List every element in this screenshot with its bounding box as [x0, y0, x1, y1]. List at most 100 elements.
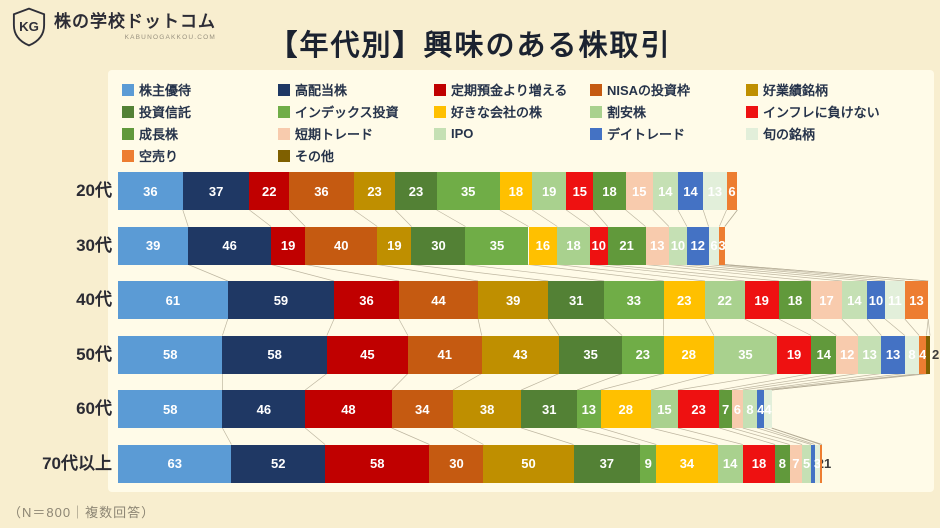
- segment-value: 39: [145, 238, 161, 253]
- bar-segment: 37: [182, 172, 250, 210]
- bar-segment: 23: [353, 172, 396, 210]
- bar-segment: 6: [731, 390, 743, 428]
- segment-value: 14: [683, 183, 698, 199]
- segment-value: 35: [583, 347, 598, 362]
- series-line: [771, 427, 821, 445]
- bar-segment: 12: [836, 335, 858, 374]
- series-line: [652, 209, 670, 227]
- legend-swatch-icon: [278, 149, 290, 162]
- segment-value: 6: [728, 183, 736, 199]
- bar-segment: 58: [222, 335, 327, 374]
- bar-segment: 4: [764, 390, 772, 428]
- bar-segment: 40: [305, 226, 378, 265]
- bar-segment: 30: [411, 226, 466, 265]
- bar-segment: 38: [452, 390, 522, 428]
- segment-value: 58: [370, 456, 385, 471]
- bar-segment: 6: [726, 172, 738, 210]
- bar-segment: 59: [227, 281, 335, 319]
- series-line: [757, 373, 882, 391]
- logo-shield-icon: KG: [12, 7, 46, 47]
- segment-value: 22: [717, 292, 732, 308]
- bar-segment: 23: [663, 281, 705, 319]
- series-line: [668, 264, 842, 282]
- segment-value: 19: [754, 292, 769, 308]
- series-line: [398, 318, 409, 336]
- segment-value: 33: [626, 292, 642, 308]
- segment-value: 9: [644, 456, 652, 471]
- legend-swatch-icon: [278, 127, 290, 140]
- bar-segment: 3: [814, 444, 821, 483]
- series-line: [719, 264, 905, 282]
- series-line: [866, 318, 882, 336]
- segment-value: 35: [489, 238, 505, 253]
- segment-value: 23: [408, 183, 424, 199]
- segment-value: 10: [670, 238, 686, 253]
- segment-value: 6: [733, 401, 741, 417]
- bar-segment: 18: [499, 172, 533, 210]
- brand-name: 株の学校ドットコム: [54, 12, 216, 31]
- segment-value: 36: [314, 183, 329, 199]
- legend-item: 定期預金より増える: [434, 80, 590, 99]
- bar-segment: 12: [686, 226, 709, 265]
- bar-segment: 58: [325, 444, 430, 483]
- segment-value: 19: [541, 183, 557, 199]
- segment-value: 45: [360, 347, 375, 362]
- bar-segment: 14: [677, 172, 704, 210]
- bar-segment: 36: [289, 172, 354, 210]
- bar-segment: 34: [656, 444, 718, 483]
- legend-item: 旬の銘柄: [746, 124, 880, 143]
- segment-value: 10: [868, 292, 884, 308]
- series-line: [645, 264, 812, 282]
- bar-segment: 14: [717, 444, 743, 483]
- bar-segment: 4: [919, 335, 926, 374]
- segment-value: 34: [415, 401, 430, 417]
- category-label: 60代: [76, 399, 112, 418]
- series-line: [477, 318, 483, 336]
- segment-value: 30: [449, 456, 464, 471]
- bar-segment: 11: [884, 281, 905, 319]
- series-line: [904, 318, 920, 336]
- legend-label: その他: [295, 149, 335, 164]
- segment-value: 31: [568, 292, 584, 308]
- series-line: [704, 318, 715, 336]
- logo: KG 株の学校ドットコム KABUNOGAKKOU.COM: [12, 7, 216, 47]
- bar-segment: 30: [429, 444, 484, 483]
- legend-item: インフレに負けない: [746, 102, 880, 121]
- segment-value: 13: [909, 292, 924, 308]
- bar-segment: 35: [713, 335, 777, 374]
- legend-swatch-icon: [590, 127, 602, 140]
- series-line: [677, 209, 688, 227]
- bar-segment: 10: [589, 226, 608, 265]
- series-line: [719, 373, 812, 391]
- bar-segment: 14: [652, 172, 678, 210]
- segment-value: 14: [722, 456, 738, 471]
- segment-value: 14: [816, 347, 831, 362]
- bar-segment: 2: [926, 335, 939, 374]
- bar-segment: 7: [789, 444, 803, 483]
- segment-value: 14: [658, 183, 673, 199]
- bar-segment: 28: [600, 390, 651, 428]
- segment-value: 21: [619, 238, 634, 253]
- segment-value: 15: [631, 183, 647, 199]
- bar-segment: 5: [802, 444, 812, 483]
- segment-value: 38: [479, 401, 495, 417]
- series-line: [607, 264, 779, 282]
- series-line: [499, 209, 529, 227]
- bar-segment: 13: [857, 335, 882, 374]
- series-line: [436, 209, 466, 227]
- bar-segment: 17: [811, 281, 842, 319]
- bar-segment: 22: [704, 281, 745, 319]
- bar-segment: 48: [305, 390, 392, 428]
- segment-value: 7: [792, 456, 800, 471]
- page-title: 【年代別】興味のある株取引: [268, 30, 672, 62]
- bar-segment: 15: [566, 172, 594, 210]
- legend-item: 割安株: [590, 102, 746, 121]
- bar-segment: 8: [742, 390, 758, 428]
- bar-segment: 18: [557, 226, 590, 265]
- series-line: [391, 427, 430, 445]
- series-line: [731, 427, 790, 445]
- legend-label: 空売り: [139, 149, 179, 164]
- segment-value: 15: [657, 401, 672, 417]
- bar-segment: 19: [776, 335, 812, 374]
- series-line: [927, 318, 931, 336]
